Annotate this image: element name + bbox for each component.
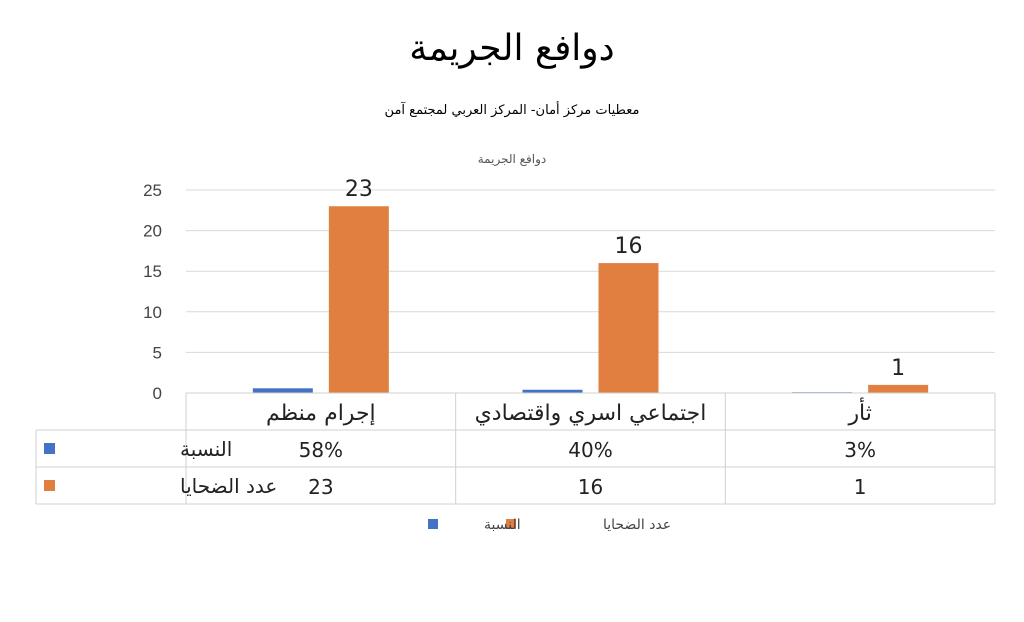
table-cell: 40% — [568, 438, 612, 462]
table-legend-swatch — [44, 480, 55, 491]
bar-victims — [868, 384, 929, 393]
table-cell: 1 — [854, 475, 867, 499]
inner-chart-title: دوافع الجريمة — [478, 152, 546, 167]
table-cell: 58% — [299, 438, 343, 462]
y-tick-label: 0 — [153, 384, 162, 403]
legend-label-victims: عدد الضحايا — [603, 517, 671, 533]
table-legend-swatch — [44, 443, 55, 454]
bar-victims — [328, 206, 389, 393]
bar-ratio — [252, 388, 313, 393]
table-cell: 23 — [308, 475, 333, 499]
y-tick-label: 10 — [143, 303, 162, 322]
y-tick-label: 15 — [143, 262, 162, 281]
legend-swatch-victims — [506, 519, 516, 529]
legend-swatch-ratio — [428, 519, 438, 529]
bar-ratio — [522, 389, 583, 393]
table-cell: 16 — [578, 475, 603, 499]
bar-victims — [598, 263, 659, 393]
chart-title: دوافع الجريمة — [409, 28, 615, 69]
chart-subtitle: معطيات مركز أمان- المركز العربي لمجتمع آ… — [384, 103, 640, 118]
y-tick-label: 25 — [143, 181, 162, 200]
data-label: 16 — [615, 234, 643, 259]
table-series-name: النسبة — [180, 437, 232, 461]
category-label: إجرام منظم — [266, 401, 376, 426]
data-label: 1 — [891, 356, 905, 381]
y-tick-label: 5 — [153, 343, 162, 362]
category-label: اجتماعي اسري واقتصادي — [475, 401, 707, 426]
category-label: ثأر — [847, 397, 871, 426]
y-tick-label: 20 — [143, 222, 162, 241]
data-label: 23 — [345, 177, 373, 202]
legend-label-ratio: النسبة — [484, 517, 521, 533]
table-cell: 3% — [844, 438, 876, 462]
table-series-name: عدد الضحايا — [180, 474, 277, 498]
